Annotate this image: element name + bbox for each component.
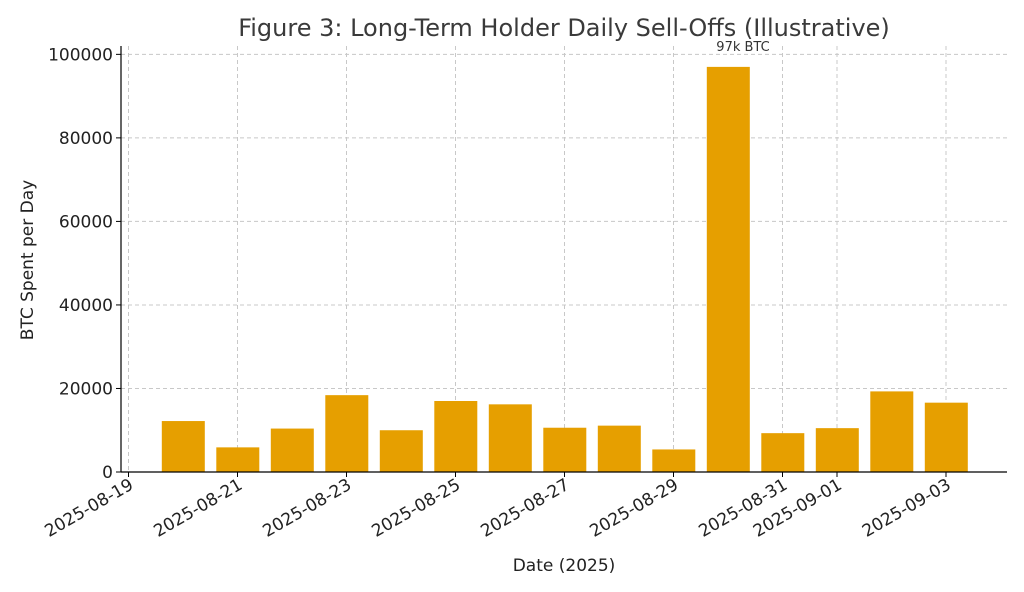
bar	[597, 425, 641, 472]
bar	[216, 447, 260, 472]
x-axis-label: Date (2025)	[513, 556, 616, 576]
x-tick-label: 2025-08-23	[259, 475, 355, 542]
bar	[652, 449, 696, 472]
x-tick-label: 2025-08-25	[368, 475, 464, 542]
x-tick-label: 2025-09-03	[859, 475, 955, 542]
bar	[270, 428, 314, 472]
y-tick-label: 0	[102, 463, 113, 483]
x-tick-label: 2025-08-19	[41, 475, 137, 542]
annotation-layer: 97k BTC	[716, 40, 769, 55]
y-tick-label: 80000	[59, 129, 113, 149]
bar-layer	[161, 66, 968, 472]
bar	[543, 427, 587, 472]
bar	[488, 404, 532, 472]
bar	[434, 401, 478, 472]
x-tick-label: 2025-08-29	[586, 475, 682, 542]
bar	[815, 428, 859, 472]
bar	[706, 66, 750, 472]
x-tick-label: 2025-08-21	[150, 475, 246, 542]
bar	[325, 395, 369, 472]
y-axis-label: BTC Spent per Day	[18, 180, 38, 340]
y-tick-label: 100000	[48, 45, 113, 65]
y-tick-label: 40000	[59, 296, 113, 316]
bar	[161, 421, 205, 472]
bar	[761, 433, 805, 472]
bar	[870, 391, 914, 472]
chart-title: Figure 3: Long-Term Holder Daily Sell-Of…	[238, 14, 890, 42]
bar-annotation: 97k BTC	[716, 40, 769, 55]
y-tick-label: 60000	[59, 212, 113, 232]
bar	[379, 430, 423, 472]
y-tick-label: 20000	[59, 379, 113, 399]
bar	[924, 402, 968, 472]
grid-layer	[121, 46, 1007, 473]
x-tick-label: 2025-08-27	[477, 475, 573, 542]
